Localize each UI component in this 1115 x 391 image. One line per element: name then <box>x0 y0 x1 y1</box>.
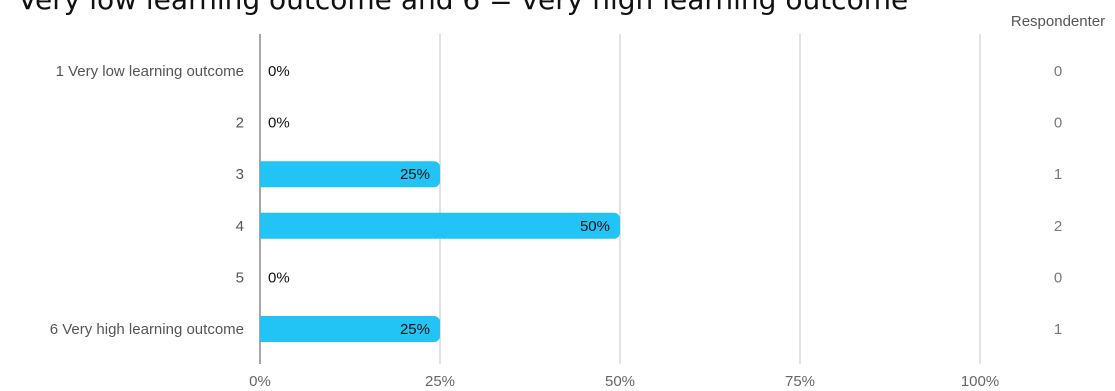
chart-title: Very low learning outcome and 6 = very h… <box>18 0 908 14</box>
category-label: 4 <box>236 218 244 235</box>
respondent-count: 0 <box>1054 63 1062 80</box>
x-tick-label: 25% <box>425 373 455 390</box>
bar-value-label: 50% <box>580 218 610 235</box>
category-label: 2 <box>236 115 244 132</box>
respondent-count: 0 <box>1054 115 1062 132</box>
x-tick-label: 50% <box>605 373 635 390</box>
respondent-count: 2 <box>1054 218 1062 235</box>
x-tick-label: 0% <box>249 373 271 390</box>
bar <box>260 161 440 188</box>
category-label: 5 <box>236 269 244 286</box>
bar <box>260 212 620 239</box>
bar-value-label: 0% <box>268 115 290 132</box>
respondent-count: 1 <box>1054 321 1062 338</box>
bar-value-label: 0% <box>268 63 290 80</box>
x-tick-label: 75% <box>785 373 815 390</box>
bar-value-label: 25% <box>400 166 430 183</box>
bar-value-label: 0% <box>268 269 290 286</box>
category-label: 6 Very high learning outcome <box>50 321 244 338</box>
respondent-count: 1 <box>1054 166 1062 183</box>
bar <box>260 316 440 342</box>
category-label: 3 <box>236 166 244 183</box>
count-column-header: Respondenter <box>1011 13 1105 30</box>
x-tick-label: 100% <box>961 373 999 390</box>
category-label: 1 Very low learning outcome <box>56 63 244 80</box>
respondent-count: 0 <box>1054 269 1062 286</box>
bar-value-label: 25% <box>400 321 430 338</box>
